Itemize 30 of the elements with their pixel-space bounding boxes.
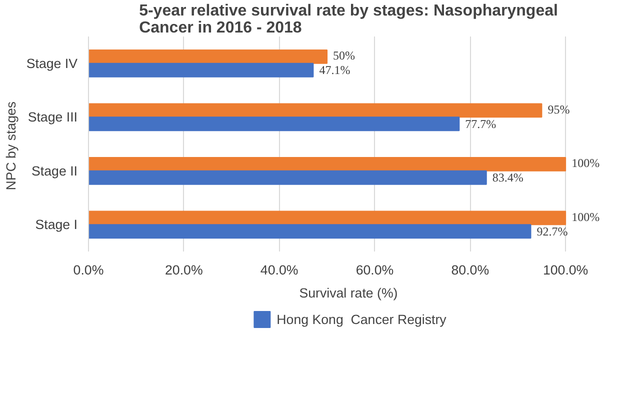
bar [88,103,542,118]
bar [88,156,566,172]
x-tick-label: 20.0% [165,262,203,278]
data-label: 83.4% [492,170,524,185]
data-label: 95% [548,102,570,116]
data-label: 100% [572,210,600,224]
bar [88,116,460,132]
bar [88,210,566,226]
bar [88,224,532,239]
bar [88,170,487,185]
bar [88,49,328,64]
x-tick-label: 60.0% [356,262,394,278]
x-tick-label: 0.0% [73,262,104,278]
x-tick-label: 100.0% [542,262,588,278]
y-axis-title: NPC by stages [3,101,18,190]
data-label: 77.7% [465,116,496,131]
y-tick-label: Stage II [32,163,78,178]
data-label: 100% [572,156,600,170]
data-label: 47.1% [319,63,350,78]
legend-label: Hong Kong Cancer Registry [276,312,446,326]
x-tick-label: 80.0% [451,262,490,278]
chart-title: 5-year relative survival rate by stages: Nasopharyngeal Cancer in 2016 - 2018 [139,2,558,36]
x-axis-title: Survival rate (%) [299,286,398,300]
y-tick-label: Stage IV [26,56,78,71]
bar [88,62,314,78]
x-tick-label: 40.0% [260,262,298,278]
data-label: 50% [333,48,356,63]
y-tick-label: Stage I [35,217,78,232]
data-label: 92.7% [536,224,568,238]
y-tick-label: Stage III [28,110,78,125]
